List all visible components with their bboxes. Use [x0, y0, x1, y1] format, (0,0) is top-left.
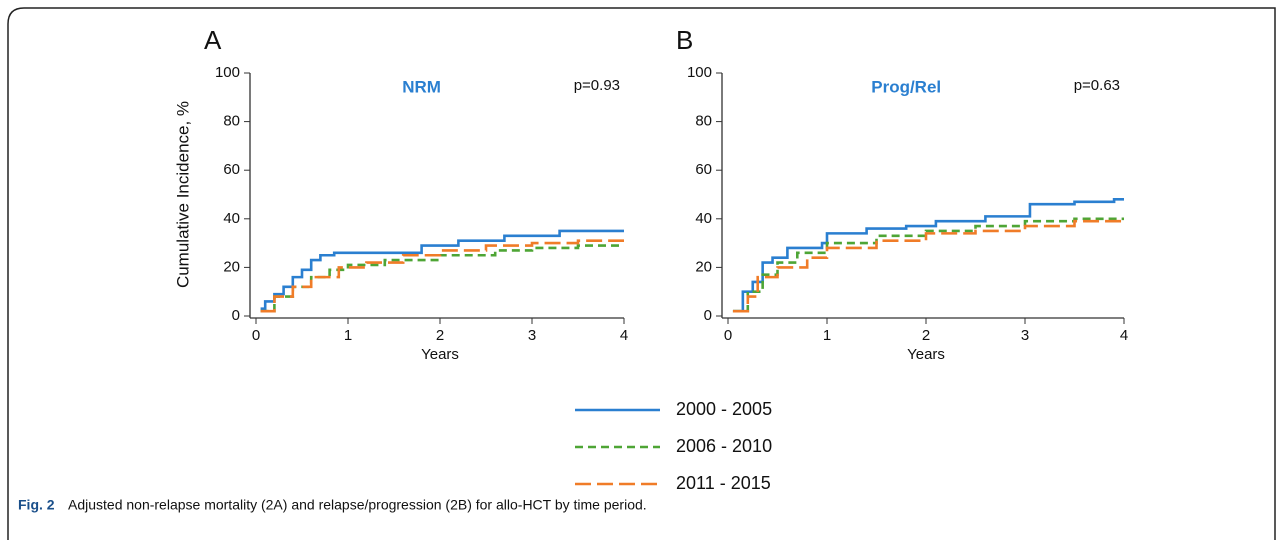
x-tick-label: 1 — [823, 327, 831, 344]
y-axis-label: Cumulative Incidence, % — [173, 101, 192, 288]
series-line — [732, 198, 1124, 313]
x-tick-label: 2 — [922, 327, 930, 344]
x-tick-label: 4 — [620, 327, 628, 344]
y-tick-label: 80 — [695, 113, 712, 130]
y-tick-label: 20 — [695, 258, 712, 275]
x-tick-label: 4 — [1120, 327, 1128, 344]
x-tick-label: 2 — [436, 327, 444, 344]
y-tick-label: 0 — [704, 307, 712, 324]
caption-label: Fig. 2 — [18, 497, 55, 513]
frame — [7, 7, 1276, 540]
y-tick-label: 100 — [215, 64, 240, 81]
x-tick-label: 1 — [344, 327, 352, 344]
annotation: p=0.63 — [1074, 77, 1120, 94]
x-tick-label: 3 — [1021, 327, 1029, 344]
legend-label: 2011 - 2015 — [676, 473, 771, 493]
chart-title: Prog/Rel — [871, 77, 941, 96]
panel-label: B — [676, 25, 693, 55]
series-line — [260, 239, 624, 313]
series-line — [732, 217, 1124, 313]
y-tick-label: 40 — [223, 210, 240, 227]
legend-label: 2006 - 2010 — [676, 436, 772, 456]
y-tick-label: 80 — [223, 113, 240, 130]
y-tick-label: 60 — [223, 161, 240, 178]
x-axis-label: Years — [907, 346, 945, 363]
series-line — [260, 229, 624, 311]
legend-label: 2000 - 2005 — [676, 399, 772, 419]
x-tick-label: 0 — [724, 327, 732, 344]
y-tick-label: 0 — [232, 307, 240, 324]
panel-label: A — [204, 25, 222, 55]
y-tick-label: 100 — [687, 64, 712, 81]
x-tick-label: 3 — [528, 327, 536, 344]
chart-title: NRM — [402, 77, 441, 96]
caption-text: Adjusted non-relapse mortality (2A) and … — [68, 497, 647, 513]
y-tick-label: 60 — [695, 161, 712, 178]
x-tick-label: 0 — [252, 327, 260, 344]
x-axis-label: Years — [421, 346, 459, 363]
series-line — [732, 218, 1126, 313]
y-tick-label: 40 — [695, 210, 712, 227]
annotation: p=0.93 — [574, 77, 620, 94]
y-tick-label: 20 — [223, 258, 240, 275]
